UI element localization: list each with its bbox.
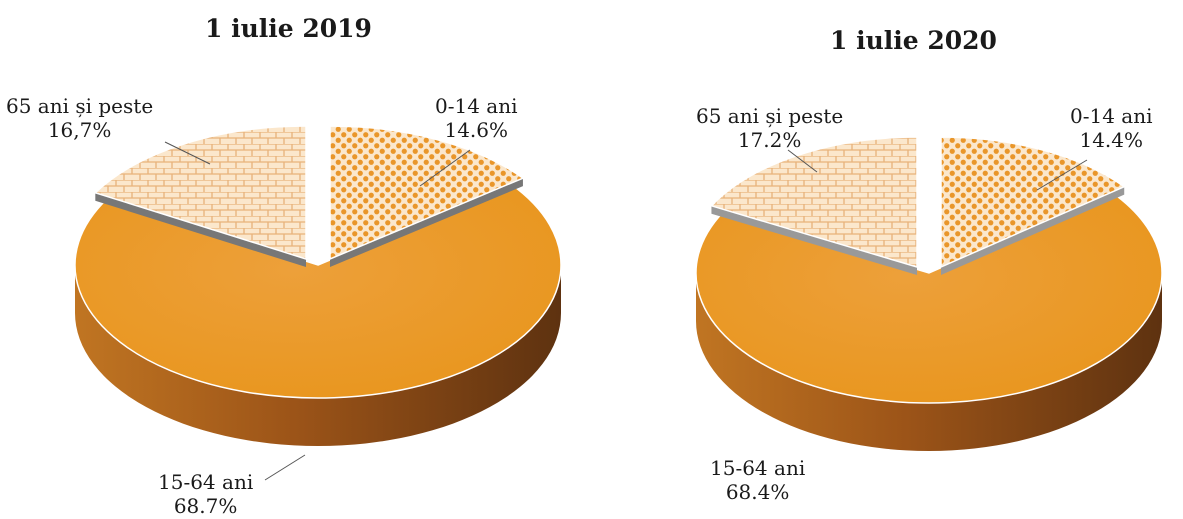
label-15-64-2019: 15-64 ani 68.7% xyxy=(158,470,253,518)
label-0-14-2020: 0-14 ani 14.4% xyxy=(1070,104,1153,152)
pie-2020-graphic xyxy=(695,136,1163,451)
chart-title-2019: 1 iulie 2019 xyxy=(205,14,372,43)
pie-2019-graphic xyxy=(74,125,562,481)
slice-15-64-top xyxy=(695,191,1163,404)
label-65plus-2019-category: 65 ani și peste xyxy=(6,94,154,118)
leader-line xyxy=(1036,159,1088,191)
label-65plus-2020-category: 65 ani și peste xyxy=(696,104,844,128)
chart-title-2020: 1 iulie 2020 xyxy=(830,26,997,55)
slice-65plus xyxy=(710,136,918,269)
pie-chart-2020: 1 iulie 2020 65 ani și peste 17.2% 0-14 … xyxy=(592,0,1183,519)
slice-0-14 xyxy=(940,136,1126,269)
label-15-64-2020-value: 68.4% xyxy=(725,480,790,504)
leader-line xyxy=(419,149,471,187)
label-65plus-2019-value: 16,7% xyxy=(47,118,112,142)
slice-0-14 xyxy=(329,125,525,261)
label-15-64-2019-value: 68.7% xyxy=(173,494,238,518)
leader-line xyxy=(264,454,306,481)
label-0-14-2019: 0-14 ani 14.6% xyxy=(435,94,518,142)
label-65plus-2019: 65 ani și peste 16,7% xyxy=(6,94,153,142)
label-65plus-2020: 65 ani și peste 17.2% xyxy=(696,104,843,152)
slice-15-64-top xyxy=(74,183,562,399)
slice-65plus xyxy=(93,125,307,261)
leader-line xyxy=(787,149,818,173)
leader-line xyxy=(164,141,211,165)
label-15-64-2020: 15-64 ani 68.4% xyxy=(710,456,805,504)
label-15-64-2020-category: 15-64 ani xyxy=(710,456,806,480)
label-65plus-2020-value: 17.2% xyxy=(737,128,802,152)
label-0-14-2019-value: 14.6% xyxy=(444,118,509,142)
label-0-14-2020-category: 0-14 ani xyxy=(1070,104,1153,128)
pie-chart-2019: 1 iulie 2019 65 ani și peste 16,7% 0-14 … xyxy=(6,14,562,518)
label-0-14-2020-value: 14.4% xyxy=(1079,128,1144,152)
label-0-14-2019-category: 0-14 ani xyxy=(435,94,518,118)
label-15-64-2019-category: 15-64 ani xyxy=(158,470,254,494)
